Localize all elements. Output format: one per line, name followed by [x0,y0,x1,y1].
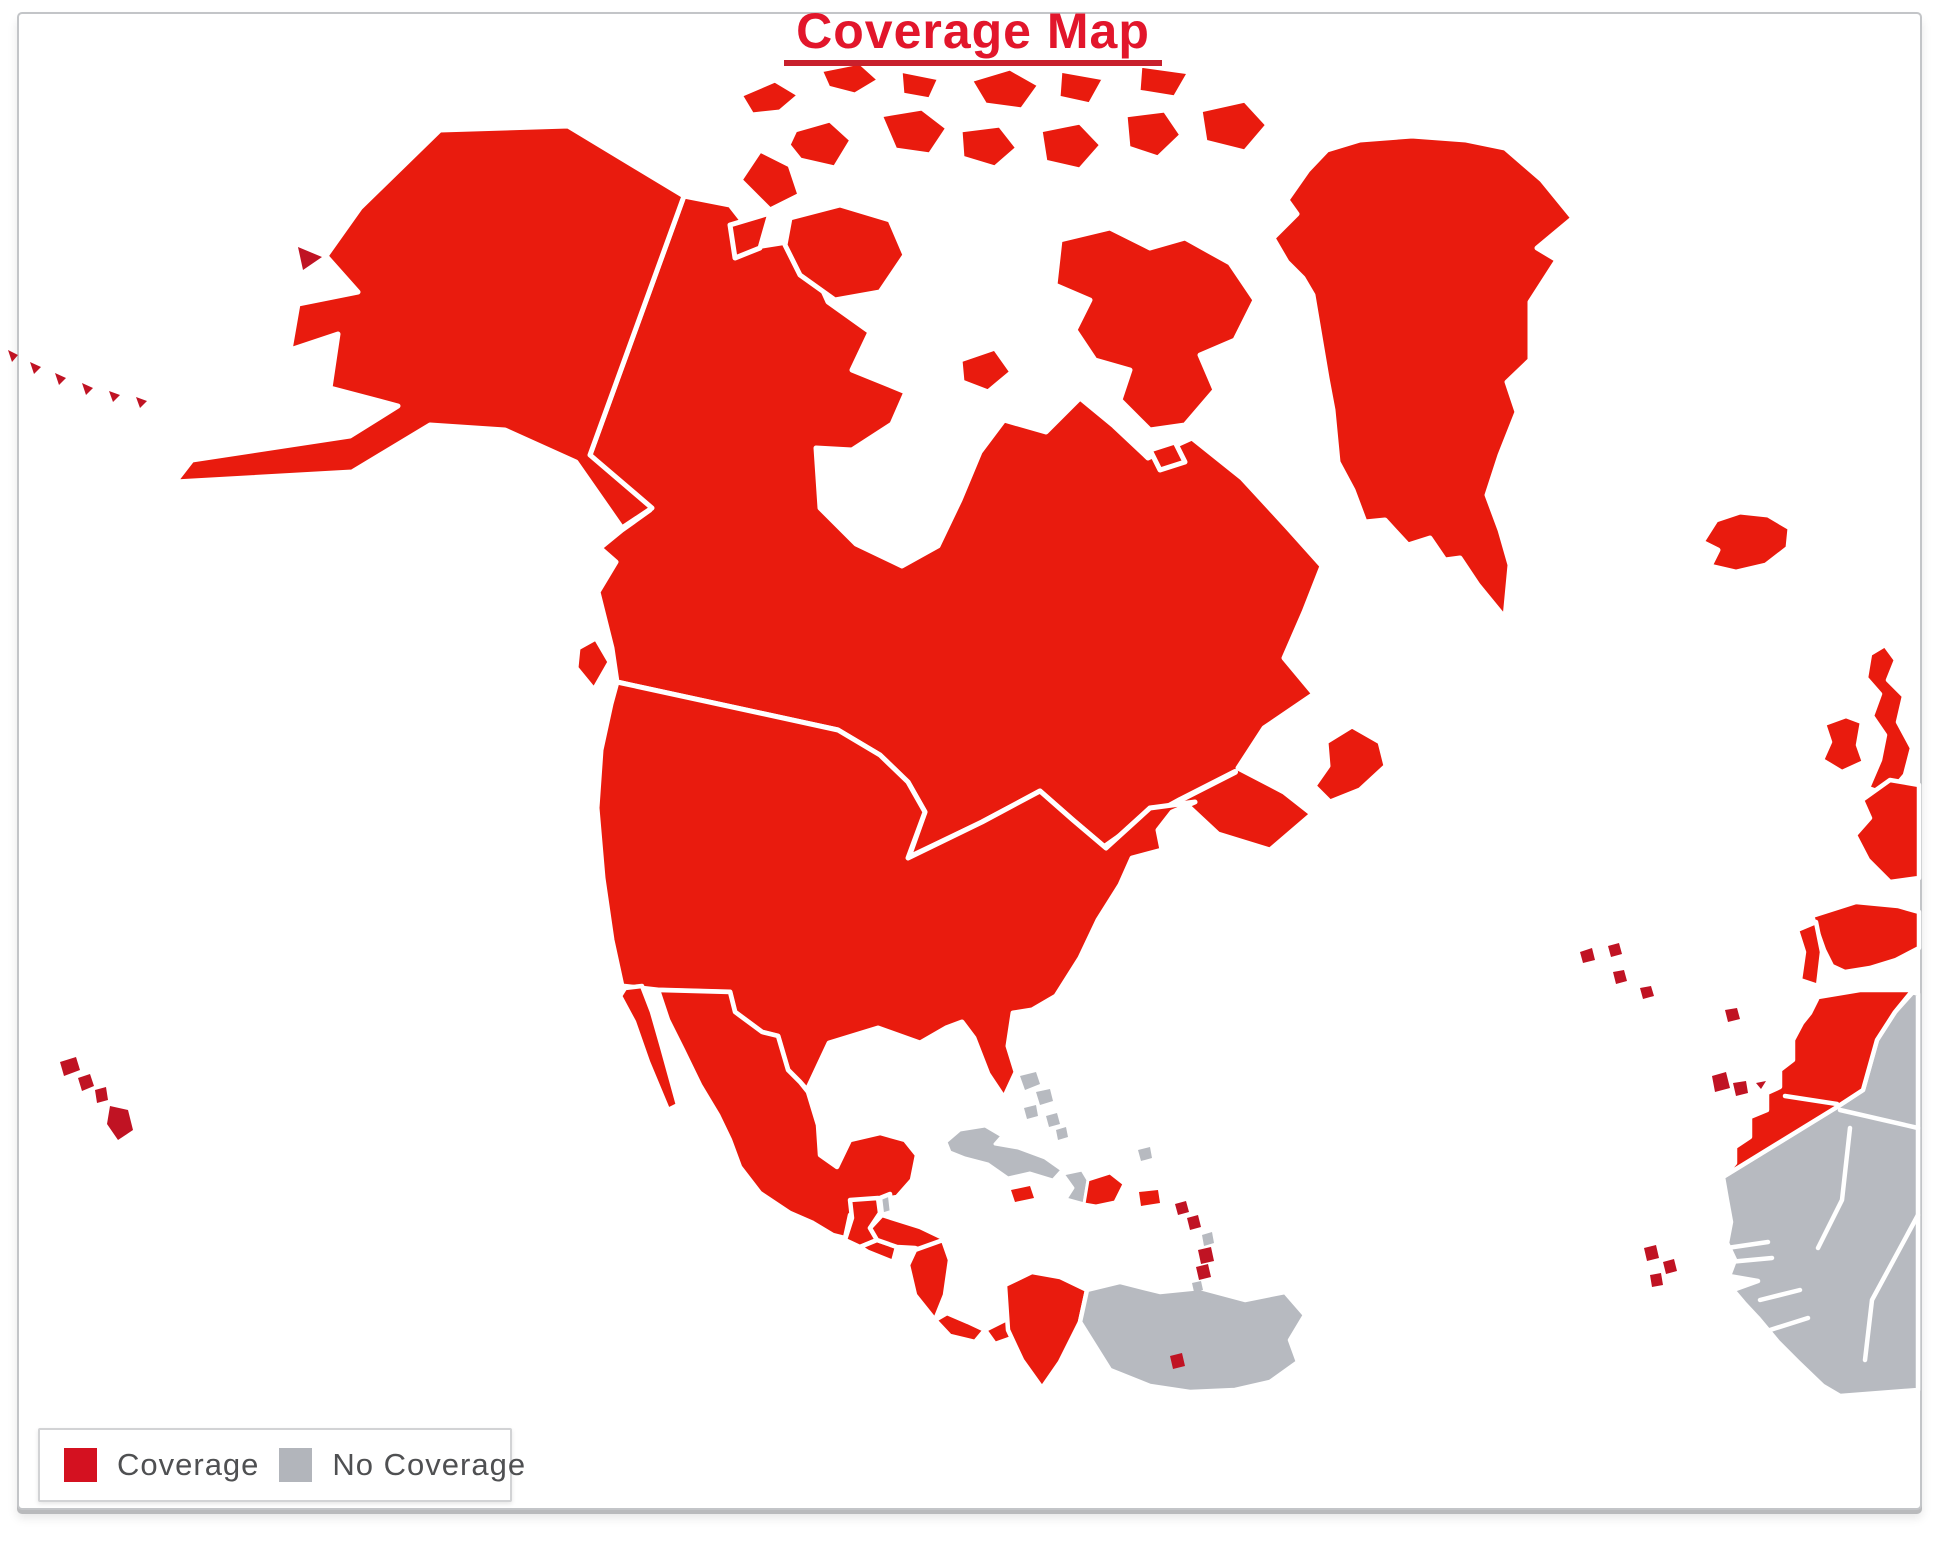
arctic-island-small [1147,439,1188,473]
region-morocco-western-sahara [1720,987,1916,1180]
arctic-island [967,65,1043,113]
barbados-island [1196,1294,1212,1311]
azores-island [1640,986,1654,999]
region-jamaica [1011,1186,1034,1202]
aleutian-island [8,350,18,362]
cape-verde-island [1644,1245,1659,1261]
arctic-island [785,117,855,171]
region-dominican-republic [1082,1171,1126,1208]
region-portugal [1794,919,1825,989]
azores-island [1608,943,1622,957]
region-mexico-baja [617,983,681,1113]
canary-island [1733,1081,1748,1096]
legend-no-coverage-label: No Coverage [332,1447,527,1482]
bahamas-island [1036,1089,1053,1105]
grenada-island [1170,1353,1185,1369]
aleutian-island [55,373,66,385]
bahamas-island [1056,1127,1068,1140]
arctic-island [897,67,943,103]
legend-no-coverage-swatch [279,1448,313,1482]
lesser-antilles-island [1198,1247,1214,1264]
region-ireland [1819,713,1867,775]
cape-verde-island [1663,1259,1677,1274]
bahamas-island [1020,1072,1040,1090]
region-greenland [1270,133,1576,621]
region-venezuela-guianas [1077,1279,1308,1395]
arctic-island [817,59,883,98]
hawaii-island [95,1087,108,1103]
hawaii-island [60,1057,80,1076]
page-title-text: Coverage Map [784,6,1162,66]
region-cuba [944,1124,1064,1182]
legend-coverage-label: Coverage [117,1447,260,1482]
trinidad-island [1132,1353,1168,1377]
region-iceland [1699,509,1793,575]
lesser-antilles-island [1175,1201,1189,1215]
azores-island [1613,970,1627,984]
lesser-antilles-island [1196,1264,1211,1280]
region-usa-alaska [172,123,687,531]
aleutian-island [109,391,120,402]
azores-island [1580,948,1595,963]
aleutian-island [82,383,93,395]
arctic-island [1037,119,1105,173]
turks-caicos-island [1138,1147,1152,1161]
bahamas-island [1046,1113,1060,1127]
region-canada-newfoundland [1311,723,1389,805]
legend: Coverage No Coverage [38,1428,525,1502]
canary-island [1756,1081,1766,1089]
region-puerto-rico [1139,1190,1160,1206]
region-uk [1863,642,1915,798]
martinique-island [1192,1281,1203,1292]
lesser-antilles-island [1187,1215,1201,1230]
hawaii-big-island [107,1106,133,1140]
arctic-island [877,105,951,158]
region-costa-rica [932,1310,988,1345]
page-title: Coverage Map [0,6,1946,66]
arctic-island [1122,107,1185,161]
hawaii-island [78,1074,94,1091]
bahamas-island [1024,1105,1038,1119]
region-colombia [1002,1269,1090,1391]
aleutian-island [136,397,147,408]
canary-island [1712,1072,1730,1092]
region-spain [1809,899,1922,975]
cape-verde-island [1650,1273,1663,1287]
region-france [1852,777,1922,885]
region-canada-vancouver-island [573,635,613,693]
arctic-island [1055,67,1108,108]
arctic-island [1135,62,1193,101]
guadeloupe-island [1202,1232,1214,1246]
arctic-island-southampton [957,345,1015,395]
aleutian-island [30,362,41,374]
legend-coverage-swatch [64,1448,97,1482]
africa-country-borders [1724,1093,1921,1363]
st-lawrence-island [298,247,322,270]
region-belize [877,1191,895,1218]
region-nicaragua [905,1237,953,1323]
arctic-island-victoria [782,202,908,303]
arctic-island-banks [727,210,773,261]
arctic-island [957,122,1021,171]
arctic-island [737,77,803,118]
arctic-island [1197,97,1271,155]
madeira-island [1725,1008,1740,1022]
region-mexico-mainland [655,987,920,1241]
arctic-island-baffin [1052,225,1258,433]
arctic-island [737,147,803,213]
